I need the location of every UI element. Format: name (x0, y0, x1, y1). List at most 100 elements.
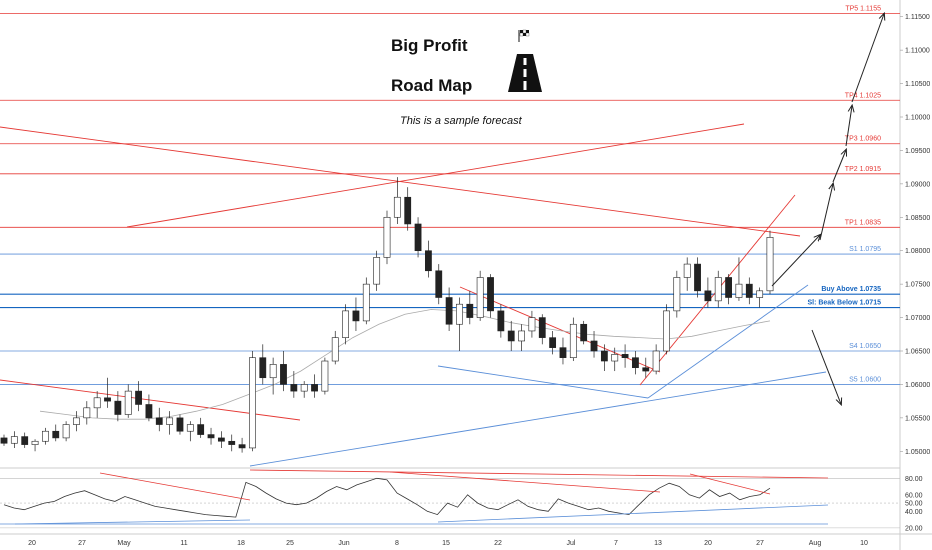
candle (424, 240, 432, 278)
candle (228, 434, 236, 452)
candle (280, 351, 287, 392)
time-tick-label: 7 (614, 540, 618, 547)
time-tick-label: 27 (78, 540, 86, 547)
price-tick-label: 1.09500 (905, 148, 930, 155)
candle (331, 330, 339, 365)
level-label: TP4 1.1025 (845, 92, 881, 99)
rsi-tick-label: 80.00 (905, 476, 923, 483)
level-label: TP5 1.1155 (845, 5, 881, 12)
candle (600, 344, 608, 372)
candle (166, 411, 174, 435)
candle (569, 317, 577, 362)
road-icon (508, 54, 542, 92)
candle (0, 434, 8, 446)
rsi-trendline (99, 472, 251, 501)
candle (725, 274, 733, 305)
candle (476, 270, 484, 321)
header-block: Big Profit Road Map This is a sample for… (391, 29, 542, 127)
price-tick-label: 1.07000 (905, 315, 930, 322)
candle (383, 210, 391, 265)
candle (404, 187, 412, 231)
candle (31, 439, 39, 452)
candle (259, 344, 267, 385)
candle (93, 391, 101, 418)
candle (611, 347, 619, 372)
candle (456, 297, 463, 351)
candle (766, 230, 774, 295)
rsi-trendline (389, 471, 661, 493)
candle (590, 330, 598, 358)
time-axis: 20 27 May 11 18 25 Jun 8 15 22 Jul 7 13 20 27 Aug 10 (28, 540, 868, 547)
candle (393, 177, 401, 224)
time-tick-label: 20 (704, 540, 712, 547)
candle (642, 357, 650, 378)
rsi-trendline (14, 519, 251, 525)
forecast-arrow (819, 184, 833, 241)
candle (704, 277, 712, 308)
time-tick-label: 22 (494, 540, 502, 547)
price-axis: 1.11500 1.11000 1.10500 1.10000 1.09500 1.090… (900, 14, 930, 456)
level-label: S4 1.0650 (849, 343, 881, 350)
time-tick-label: 15 (442, 540, 450, 547)
candle (62, 421, 70, 442)
candle (694, 257, 701, 298)
time-tick-label: 8 (395, 540, 399, 547)
price-tick-label: 1.05500 (905, 415, 930, 422)
candle (621, 344, 629, 368)
forecast-arrow (845, 106, 852, 147)
candle (652, 344, 660, 375)
candle (238, 437, 246, 453)
level-label: TP3 1.0960 (845, 136, 881, 143)
candle (538, 314, 546, 345)
title-line1: Big Profit (391, 36, 468, 55)
rsi-tick-label: 50.00 (905, 501, 923, 508)
candle (83, 401, 91, 425)
checkered-flag-icon (518, 29, 530, 42)
level-label: TP1 1.0835 (845, 219, 881, 226)
candle (124, 384, 132, 418)
candle (21, 432, 29, 448)
moving-average-line (39, 309, 771, 420)
rsi-tick-label: 40.00 (905, 509, 923, 516)
candle (290, 371, 298, 398)
candle (114, 391, 122, 422)
price-tick-label: 1.10000 (905, 115, 930, 122)
forecast-arrow (832, 150, 846, 183)
time-tick-label: 10 (860, 540, 868, 547)
forecast-arrow (811, 329, 841, 404)
candle (632, 351, 639, 375)
trendline (647, 284, 809, 399)
candle (197, 417, 205, 438)
price-tick-label: 1.11500 (905, 14, 930, 21)
trendline (126, 123, 745, 228)
time-tick-label: 18 (237, 540, 245, 547)
candle (207, 427, 215, 445)
candle (176, 414, 184, 435)
time-tick-label: Jul (567, 540, 576, 547)
subtitle: This is a sample forecast (400, 115, 523, 127)
rsi-trendline (249, 469, 829, 479)
candle (580, 320, 588, 345)
candle (528, 310, 536, 338)
candle (155, 407, 163, 432)
candle (145, 394, 153, 422)
rsi-tick-label: 20.00 (905, 525, 923, 532)
price-tick-label: 1.06000 (905, 382, 930, 389)
candle (466, 290, 474, 325)
candle (414, 217, 422, 258)
title-line2: Road Map (391, 76, 472, 95)
time-tick-label: 27 (756, 540, 764, 547)
level-label: S1 1.0795 (849, 246, 881, 253)
candle (269, 357, 277, 395)
forecast-arrow (771, 235, 820, 287)
time-tick-label: 20 (28, 540, 36, 547)
candle (549, 330, 557, 355)
candle (683, 257, 691, 291)
time-tick-label: Aug (809, 540, 822, 547)
time-tick-label: 25 (286, 540, 294, 547)
candle (217, 431, 225, 448)
trendline (437, 365, 649, 399)
time-tick-label: Jun (338, 540, 349, 547)
candle (300, 381, 308, 398)
candle (362, 277, 370, 325)
